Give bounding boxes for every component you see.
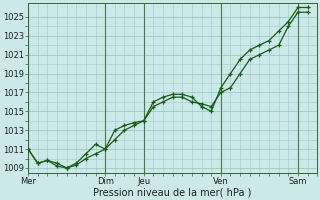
X-axis label: Pression niveau de la mer( hPa ): Pression niveau de la mer( hPa ) [93, 187, 252, 197]
